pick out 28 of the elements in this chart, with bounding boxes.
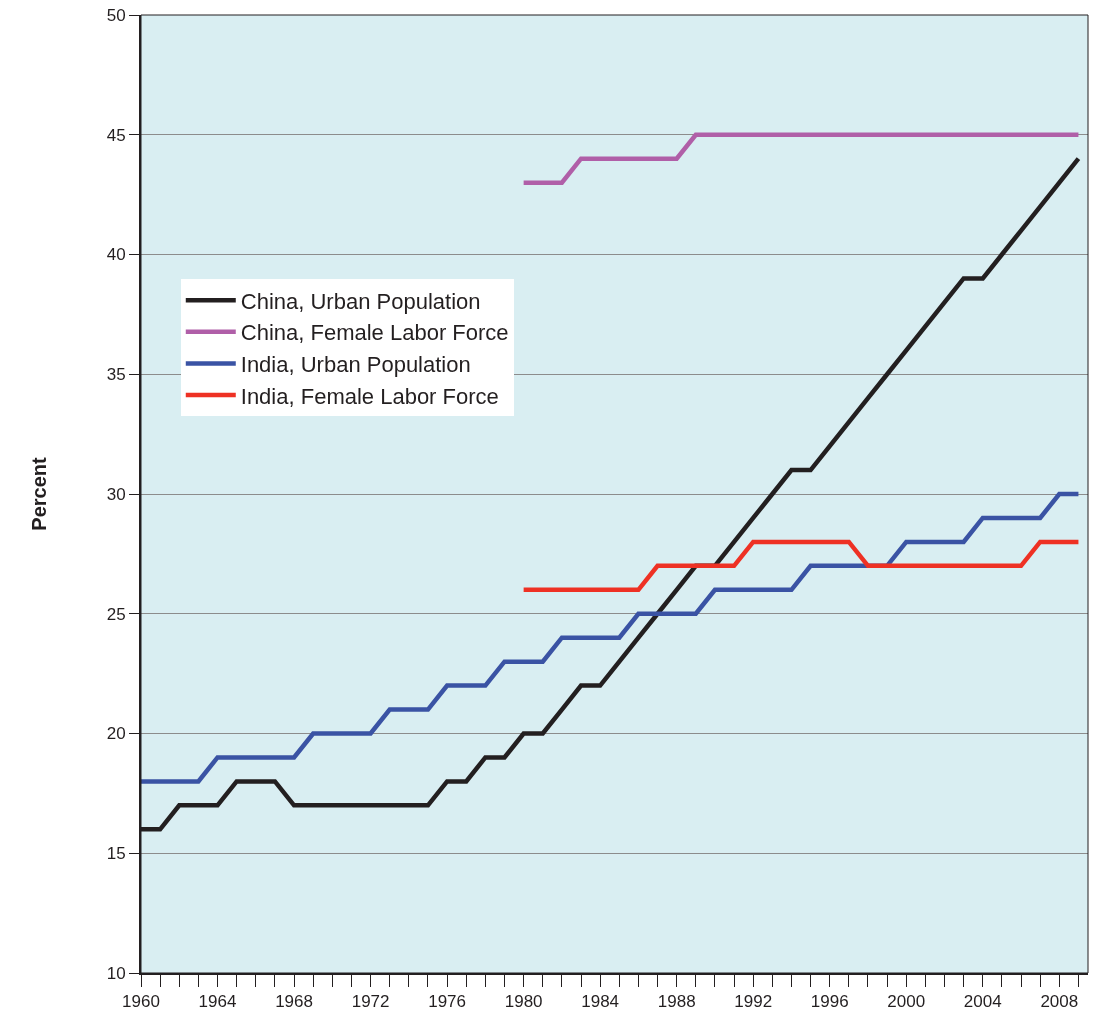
y-tick-label: 20 (106, 724, 126, 744)
line-series (141, 491, 1081, 784)
y-tick-label: 30 (106, 484, 126, 504)
x-tick-label: 1984 (581, 992, 620, 1012)
y-tick-label: 15 (106, 844, 126, 864)
x-tick-label: 1992 (734, 992, 773, 1012)
x-tick-label: 1976 (428, 992, 467, 1012)
x-tick-label: 1980 (504, 992, 543, 1012)
x-tick-label: 1988 (657, 992, 696, 1012)
x-tick-label: 1968 (275, 992, 313, 1012)
y-tick-label: 35 (106, 365, 126, 385)
x-tick-label: 1972 (351, 992, 390, 1012)
x-tick-label: 2000 (887, 992, 926, 1012)
y-tick-label: 10 (106, 963, 126, 983)
x-tick-label: 2004 (963, 992, 1002, 1012)
legend-label: China, Urban Population (240, 288, 481, 314)
legend-label: India, Female Labor Force (240, 383, 499, 409)
y-tick-label: 45 (106, 125, 126, 145)
x-tick-label: 1964 (198, 992, 237, 1012)
x-tick-label: 1996 (810, 992, 849, 1012)
y-tick-label: 50 (106, 5, 126, 25)
y-axis-title: Percent (27, 456, 50, 531)
legend-label: China, Female Labor Force (240, 320, 509, 346)
y-tick-label: 25 (106, 604, 126, 624)
y-tick-label: 40 (106, 245, 126, 265)
legend-label: India, Urban Population (240, 351, 471, 377)
x-tick-label: 1960 (122, 992, 160, 1012)
x-tick-label: 2008 (1040, 992, 1079, 1012)
